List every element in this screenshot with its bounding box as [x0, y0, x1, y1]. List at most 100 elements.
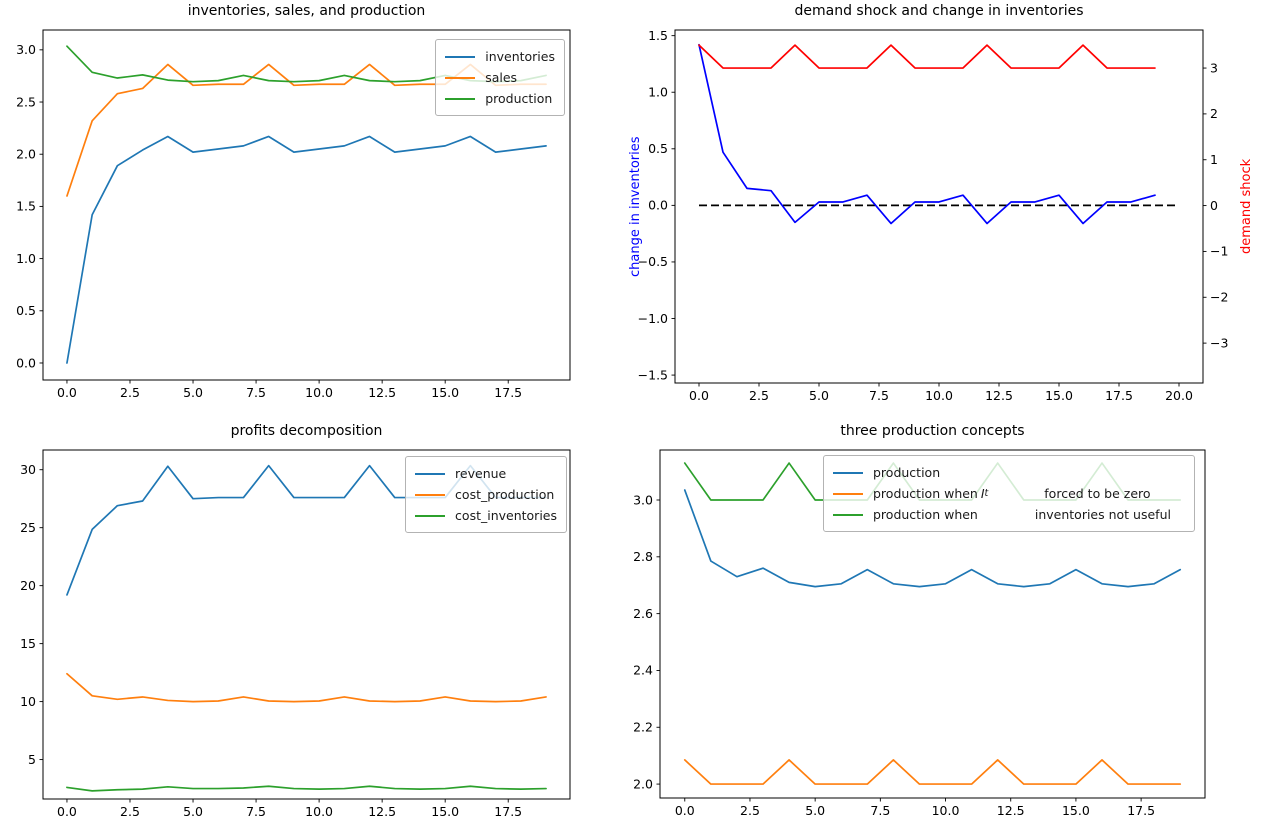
legend-label: cost_inventories: [455, 508, 557, 523]
y-tick-label: 2.4: [633, 663, 653, 678]
legend-line-sample: [415, 493, 446, 496]
x-tick-label: 12.5: [997, 803, 1025, 818]
y-tick-label-right: 3: [1210, 60, 1218, 75]
legend-entry: revenue: [415, 463, 557, 484]
x-tick-label: 7.5: [870, 803, 890, 818]
legend-label: I: [980, 486, 985, 501]
x-tick-label: 0.0: [675, 803, 695, 818]
subplot-profits-decomposition: profits decomposition 0.0 2.5 5.0 7.5 10.0 12…: [20, 423, 571, 819]
legend-entry: production when inventories not useful: [833, 504, 1185, 525]
x-tick-label: 2.5: [120, 385, 140, 400]
x-tick-label: 10.0: [305, 385, 333, 400]
y-tick-label-right: 0: [1210, 198, 1218, 213]
x-tick-label: 15.0: [431, 804, 459, 819]
x-tick-label: 5.0: [183, 804, 203, 819]
y-tick-label: 10: [20, 694, 36, 709]
y-tick-label: 3.0: [633, 492, 653, 507]
y-tick-label: −1.0: [638, 311, 668, 326]
legend-label: sales: [485, 70, 518, 85]
y-tick-label: 2.8: [633, 549, 653, 564]
y-tick-label: 1.0: [648, 85, 668, 100]
legend-entry: cost_inventories: [415, 505, 557, 526]
x-tick-label: 7.5: [869, 388, 889, 403]
x-tick-label: 0.0: [57, 385, 77, 400]
x-tick-label: 17.5: [494, 385, 522, 400]
legend-entry: production: [445, 88, 555, 109]
subplot-inventories-sales-production: inventories, sales, and production 0.0 2.…: [16, 3, 571, 400]
legend-label: production: [873, 465, 941, 480]
legend-line-sample: [833, 513, 863, 516]
y-tick-label: 0.0: [16, 355, 36, 370]
y-tick-label: −0.5: [638, 254, 668, 269]
x-tick-label: 2.5: [740, 803, 760, 818]
y-tick-label: 0.5: [648, 141, 668, 156]
axes-frame: [659, 449, 1206, 799]
legend-entry: cost_production: [415, 484, 557, 505]
x-tick-label: 10.0: [932, 803, 960, 818]
y-tick-label: −1.5: [638, 367, 668, 382]
legend-entry: inventories: [445, 46, 555, 67]
legend-label: production: [485, 91, 553, 106]
legend-line-sample: [415, 472, 446, 475]
y-tick-label: 1.5: [648, 28, 668, 43]
plot-canvas: 0.0 2.5 5.0 7.5 10.0 12.5 15.0 17.5 20.0 −1.5 −1.0…: [638, 28, 1229, 403]
y-tick-label: 30: [20, 462, 36, 477]
y-tick-label: 1.5: [16, 199, 36, 214]
legend-label: forced to be zero: [1044, 486, 1151, 501]
x-tick-label: 5.0: [809, 388, 829, 403]
y-tick-label: 25: [20, 520, 36, 535]
legend-line-sample: [445, 55, 476, 58]
legend-label: production when: [873, 507, 978, 522]
x-tick-label: 2.5: [749, 388, 769, 403]
y-tick-label: 5: [28, 752, 36, 767]
x-tick-label: 7.5: [246, 804, 266, 819]
x-tick-label: 12.5: [368, 804, 396, 819]
legend-line-sample: [445, 97, 476, 100]
legend-line-sample: [415, 514, 446, 517]
legend-label: inventories not useful: [1034, 507, 1171, 522]
y-tick-label: 15: [20, 636, 36, 651]
y-tick-label: 2.0: [16, 147, 36, 162]
x-tick-label: 20.0: [1165, 388, 1193, 403]
y-tick-label: 2.0: [633, 776, 653, 791]
x-tick-label: 10.0: [925, 388, 953, 403]
legend-line-sample: [833, 471, 863, 474]
x-tick-label: 5.0: [805, 803, 825, 818]
x-tick-label: 15.0: [1045, 388, 1073, 403]
subplot-three-production-concepts: three production concepts 0.0 2.5 5.0 7.5 10…: [633, 423, 1206, 818]
x-tick-label: 0.0: [57, 804, 77, 819]
x-tick-label: 0.0: [689, 388, 709, 403]
chart-title: demand shock and change in inventories: [794, 3, 1084, 19]
x-tick-label: 7.5: [246, 385, 266, 400]
series-line-demand-shock: [698, 44, 1156, 69]
x-tick-label: 12.5: [985, 388, 1013, 403]
x-tick-label: 2.5: [120, 804, 140, 819]
legend-text-gap: [988, 493, 1044, 494]
x-tick-label: 12.5: [368, 385, 396, 400]
y-tick-label-right: 2: [1210, 106, 1218, 121]
x-tick-label: 17.5: [494, 804, 522, 819]
x-tick-label: 15.0: [1062, 803, 1090, 818]
plot-canvas: 0.0 2.5 5.0 7.5 10.0 12.5 15.0 17.5 2.0 2.2 2.4 2.6…: [633, 449, 1206, 818]
y-tick-label: 2.5: [16, 94, 36, 109]
plot-canvas: 0.0 2.5 5.0 7.5 10.0 12.5 15.0 17.5 5 10 15 20 25 30: [20, 449, 571, 819]
y-tick-label-right: 1: [1210, 152, 1218, 167]
legend-line-sample: [445, 76, 476, 79]
x-tick-label: 15.0: [431, 385, 459, 400]
x-tick-label: 17.5: [1105, 388, 1133, 403]
axes-frame: [42, 29, 571, 381]
legend-label: revenue: [455, 466, 507, 481]
legend-label: production when: [873, 486, 978, 501]
y-tick-label: 2.2: [633, 720, 653, 735]
legend-label: t: [984, 488, 989, 499]
legend-line-sample: [833, 492, 863, 495]
chart-title: profits decomposition: [230, 423, 383, 439]
series-line-cost-production: [66, 672, 547, 703]
legend: inventories sales production: [435, 39, 565, 116]
legend-entry: sales: [445, 67, 555, 88]
x-tick-label: 5.0: [183, 385, 203, 400]
y-tick-label-right: −2: [1210, 290, 1228, 305]
legend-label: cost_production: [455, 487, 555, 502]
